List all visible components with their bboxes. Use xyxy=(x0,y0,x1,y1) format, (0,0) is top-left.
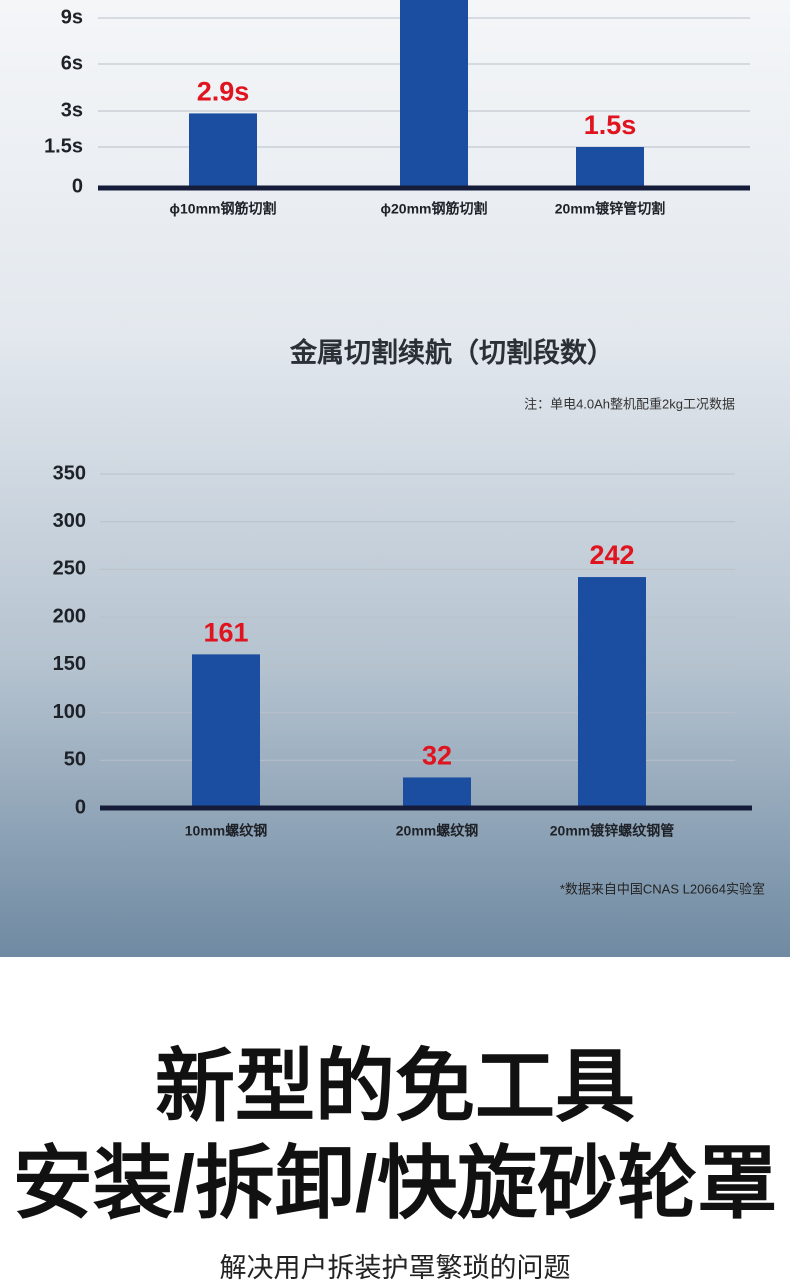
y-tick-label: 250 xyxy=(53,558,86,580)
chart-title: 金属切割续航（切割段数） xyxy=(289,337,614,368)
bar xyxy=(189,113,257,187)
y-tick-label: 300 xyxy=(53,510,86,532)
x-tick-label: 20mm镀锌管切割 xyxy=(555,201,665,217)
x-tick-label: ϕ10mm钢筋切割 xyxy=(170,201,277,217)
x-tick-label: 20mm螺纹钢 xyxy=(396,823,478,839)
background xyxy=(0,0,790,957)
value-label: 161 xyxy=(203,617,248,647)
y-tick-label: 350 xyxy=(53,462,86,484)
y-tick-label: 200 xyxy=(53,605,86,627)
bar xyxy=(576,147,644,187)
bar xyxy=(192,654,260,808)
y-tick-label: 1.5s xyxy=(44,135,83,157)
y-tick-label: 50 xyxy=(64,749,86,771)
value-label: 242 xyxy=(589,540,634,570)
headline: 安装/拆卸/快旋砂轮罩 xyxy=(13,1139,777,1228)
y-tick-label: 9s xyxy=(61,6,83,28)
value-label: 2.9s xyxy=(197,77,250,107)
x-tick-label: ϕ20mm钢筋切割 xyxy=(381,201,488,217)
y-tick-label: 6s xyxy=(61,52,83,74)
footnote: *数据来自中国CNAS L20664实验室 xyxy=(560,881,765,896)
bar xyxy=(403,777,471,808)
bar xyxy=(578,577,646,808)
y-tick-label: 150 xyxy=(53,653,86,675)
y-tick-label: 0 xyxy=(75,796,86,818)
headline: 新型的免工具 xyxy=(155,1042,635,1131)
x-tick-label: 10mm螺纹钢 xyxy=(185,823,267,839)
x-tick-label: 20mm镀锌螺纹钢管 xyxy=(550,823,674,839)
y-tick-label: 3s xyxy=(61,99,83,121)
value-label: 32 xyxy=(422,741,452,771)
value-label: 1.5s xyxy=(584,110,637,140)
y-tick-label: 0 xyxy=(72,175,83,197)
note: 注：单电4.0Ah整机配重2kg工况数据 xyxy=(524,396,735,411)
y-tick-label: 100 xyxy=(53,701,86,723)
bar xyxy=(400,0,468,188)
subtitle: 解决用户拆装护罩繁琐的问题 xyxy=(220,1253,571,1283)
